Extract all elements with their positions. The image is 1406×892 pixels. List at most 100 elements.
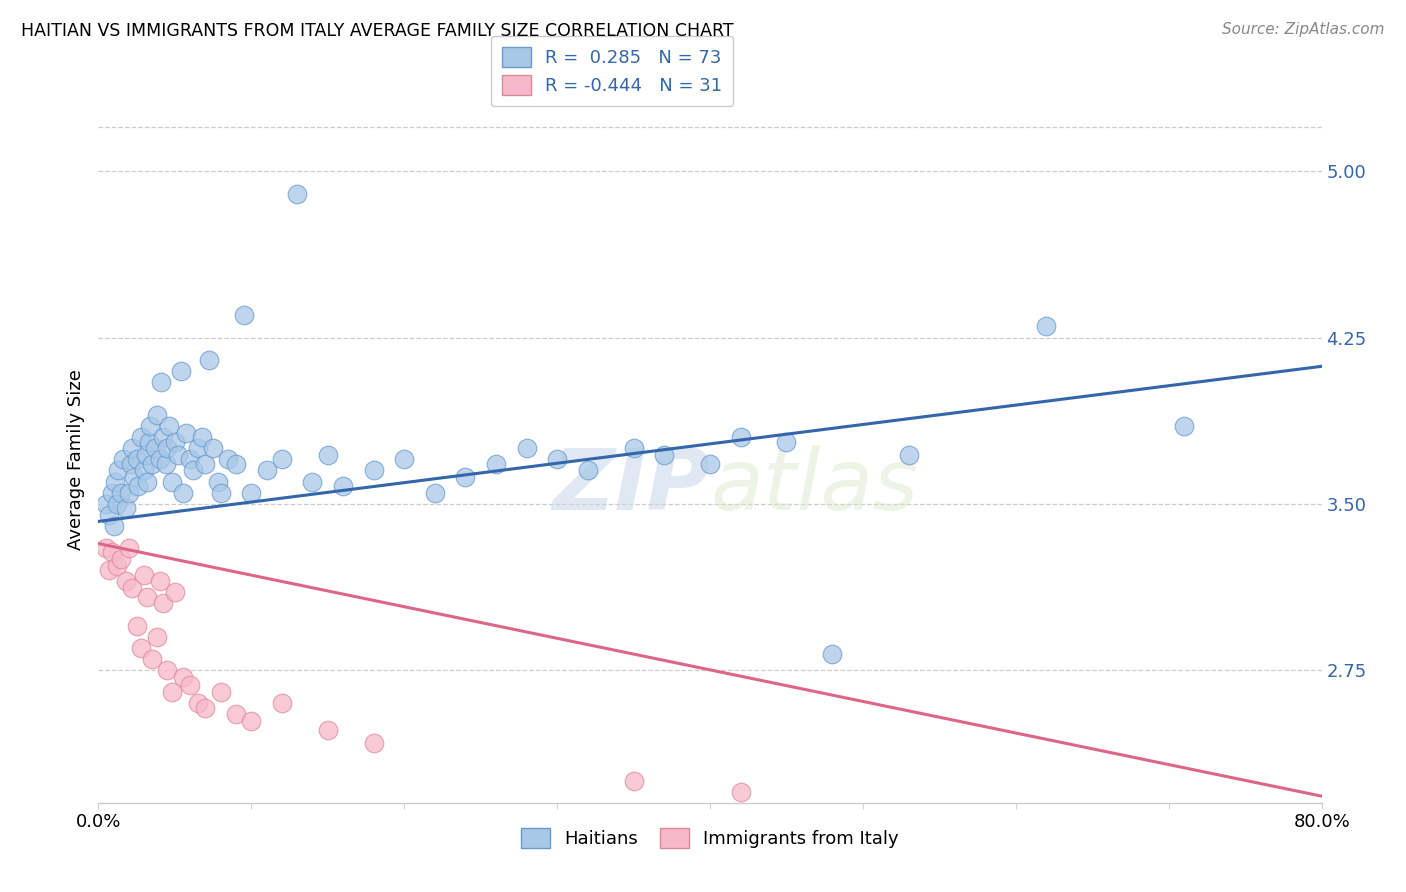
Point: [1035, 319, 1057, 334]
Point: [150, 375, 173, 389]
Point: [576, 463, 599, 477]
Point: [730, 785, 752, 799]
Point: [110, 485, 132, 500]
Point: [122, 470, 145, 484]
Y-axis label: Average Family Size: Average Family Size: [66, 369, 84, 549]
Point: [121, 442, 143, 456]
Point: [225, 707, 247, 722]
Point: [207, 475, 229, 489]
Point: [194, 700, 217, 714]
Point: [172, 485, 194, 500]
Point: [115, 501, 138, 516]
Point: [105, 558, 128, 573]
Point: [181, 463, 204, 477]
Point: [179, 678, 201, 692]
Point: [623, 773, 645, 788]
Point: [623, 442, 645, 456]
Point: [101, 545, 124, 559]
Point: [730, 430, 752, 444]
Point: [145, 408, 167, 422]
Legend: Haitians, Immigrants from Italy: Haitians, Immigrants from Italy: [515, 821, 905, 855]
Point: [120, 457, 142, 471]
Point: [104, 475, 127, 489]
Point: [270, 696, 292, 710]
Text: ZIP: ZIP: [553, 445, 710, 528]
Point: [139, 419, 162, 434]
Point: [174, 425, 197, 440]
Point: [94, 541, 117, 555]
Point: [103, 519, 125, 533]
Point: [129, 430, 152, 444]
Point: [897, 448, 920, 462]
Point: [225, 457, 247, 471]
Point: [316, 448, 339, 462]
Point: [699, 457, 721, 471]
Point: [115, 574, 138, 589]
Point: [194, 457, 217, 471]
Point: [191, 430, 214, 444]
Point: [125, 452, 148, 467]
Point: [546, 452, 568, 467]
Text: atlas: atlas: [710, 445, 918, 528]
Point: [652, 448, 675, 462]
Point: [141, 652, 163, 666]
Point: [170, 364, 193, 378]
Point: [155, 457, 177, 471]
Point: [141, 457, 163, 471]
Point: [156, 442, 179, 456]
Point: [217, 452, 239, 467]
Point: [179, 452, 201, 467]
Point: [98, 508, 121, 522]
Point: [197, 352, 219, 367]
Point: [363, 463, 385, 477]
Point: [821, 648, 844, 662]
Point: [156, 663, 179, 677]
Point: [232, 309, 254, 323]
Point: [127, 479, 149, 493]
Point: [101, 485, 124, 500]
Point: [363, 736, 385, 750]
Point: [134, 567, 156, 582]
Point: [187, 696, 209, 710]
Text: Source: ZipAtlas.com: Source: ZipAtlas.com: [1222, 22, 1385, 37]
Point: [392, 452, 416, 467]
Point: [157, 419, 180, 434]
Point: [94, 497, 117, 511]
Point: [167, 448, 190, 462]
Point: [516, 442, 538, 456]
Point: [485, 457, 508, 471]
Point: [145, 630, 167, 644]
Point: [423, 485, 446, 500]
Point: [454, 470, 477, 484]
Point: [240, 485, 263, 500]
Point: [129, 640, 152, 655]
Point: [134, 463, 156, 477]
Point: [98, 563, 121, 577]
Point: [160, 475, 183, 489]
Point: [270, 452, 292, 467]
Point: [209, 485, 232, 500]
Point: [105, 497, 128, 511]
Point: [256, 463, 278, 477]
Point: [152, 430, 174, 444]
Point: [187, 442, 209, 456]
Point: [111, 452, 134, 467]
Point: [149, 574, 172, 589]
Point: [285, 186, 308, 201]
Point: [149, 452, 172, 467]
Point: [160, 685, 183, 699]
Point: [209, 685, 232, 699]
Point: [202, 442, 225, 456]
Point: [1173, 419, 1195, 434]
Point: [332, 479, 354, 493]
Point: [118, 485, 141, 500]
Point: [107, 463, 129, 477]
Point: [301, 475, 323, 489]
Point: [316, 723, 339, 737]
Point: [163, 434, 186, 449]
Text: HAITIAN VS IMMIGRANTS FROM ITALY AVERAGE FAMILY SIZE CORRELATION CHART: HAITIAN VS IMMIGRANTS FROM ITALY AVERAGE…: [21, 22, 734, 40]
Point: [110, 552, 132, 566]
Point: [135, 448, 157, 462]
Point: [240, 714, 263, 728]
Point: [136, 475, 159, 489]
